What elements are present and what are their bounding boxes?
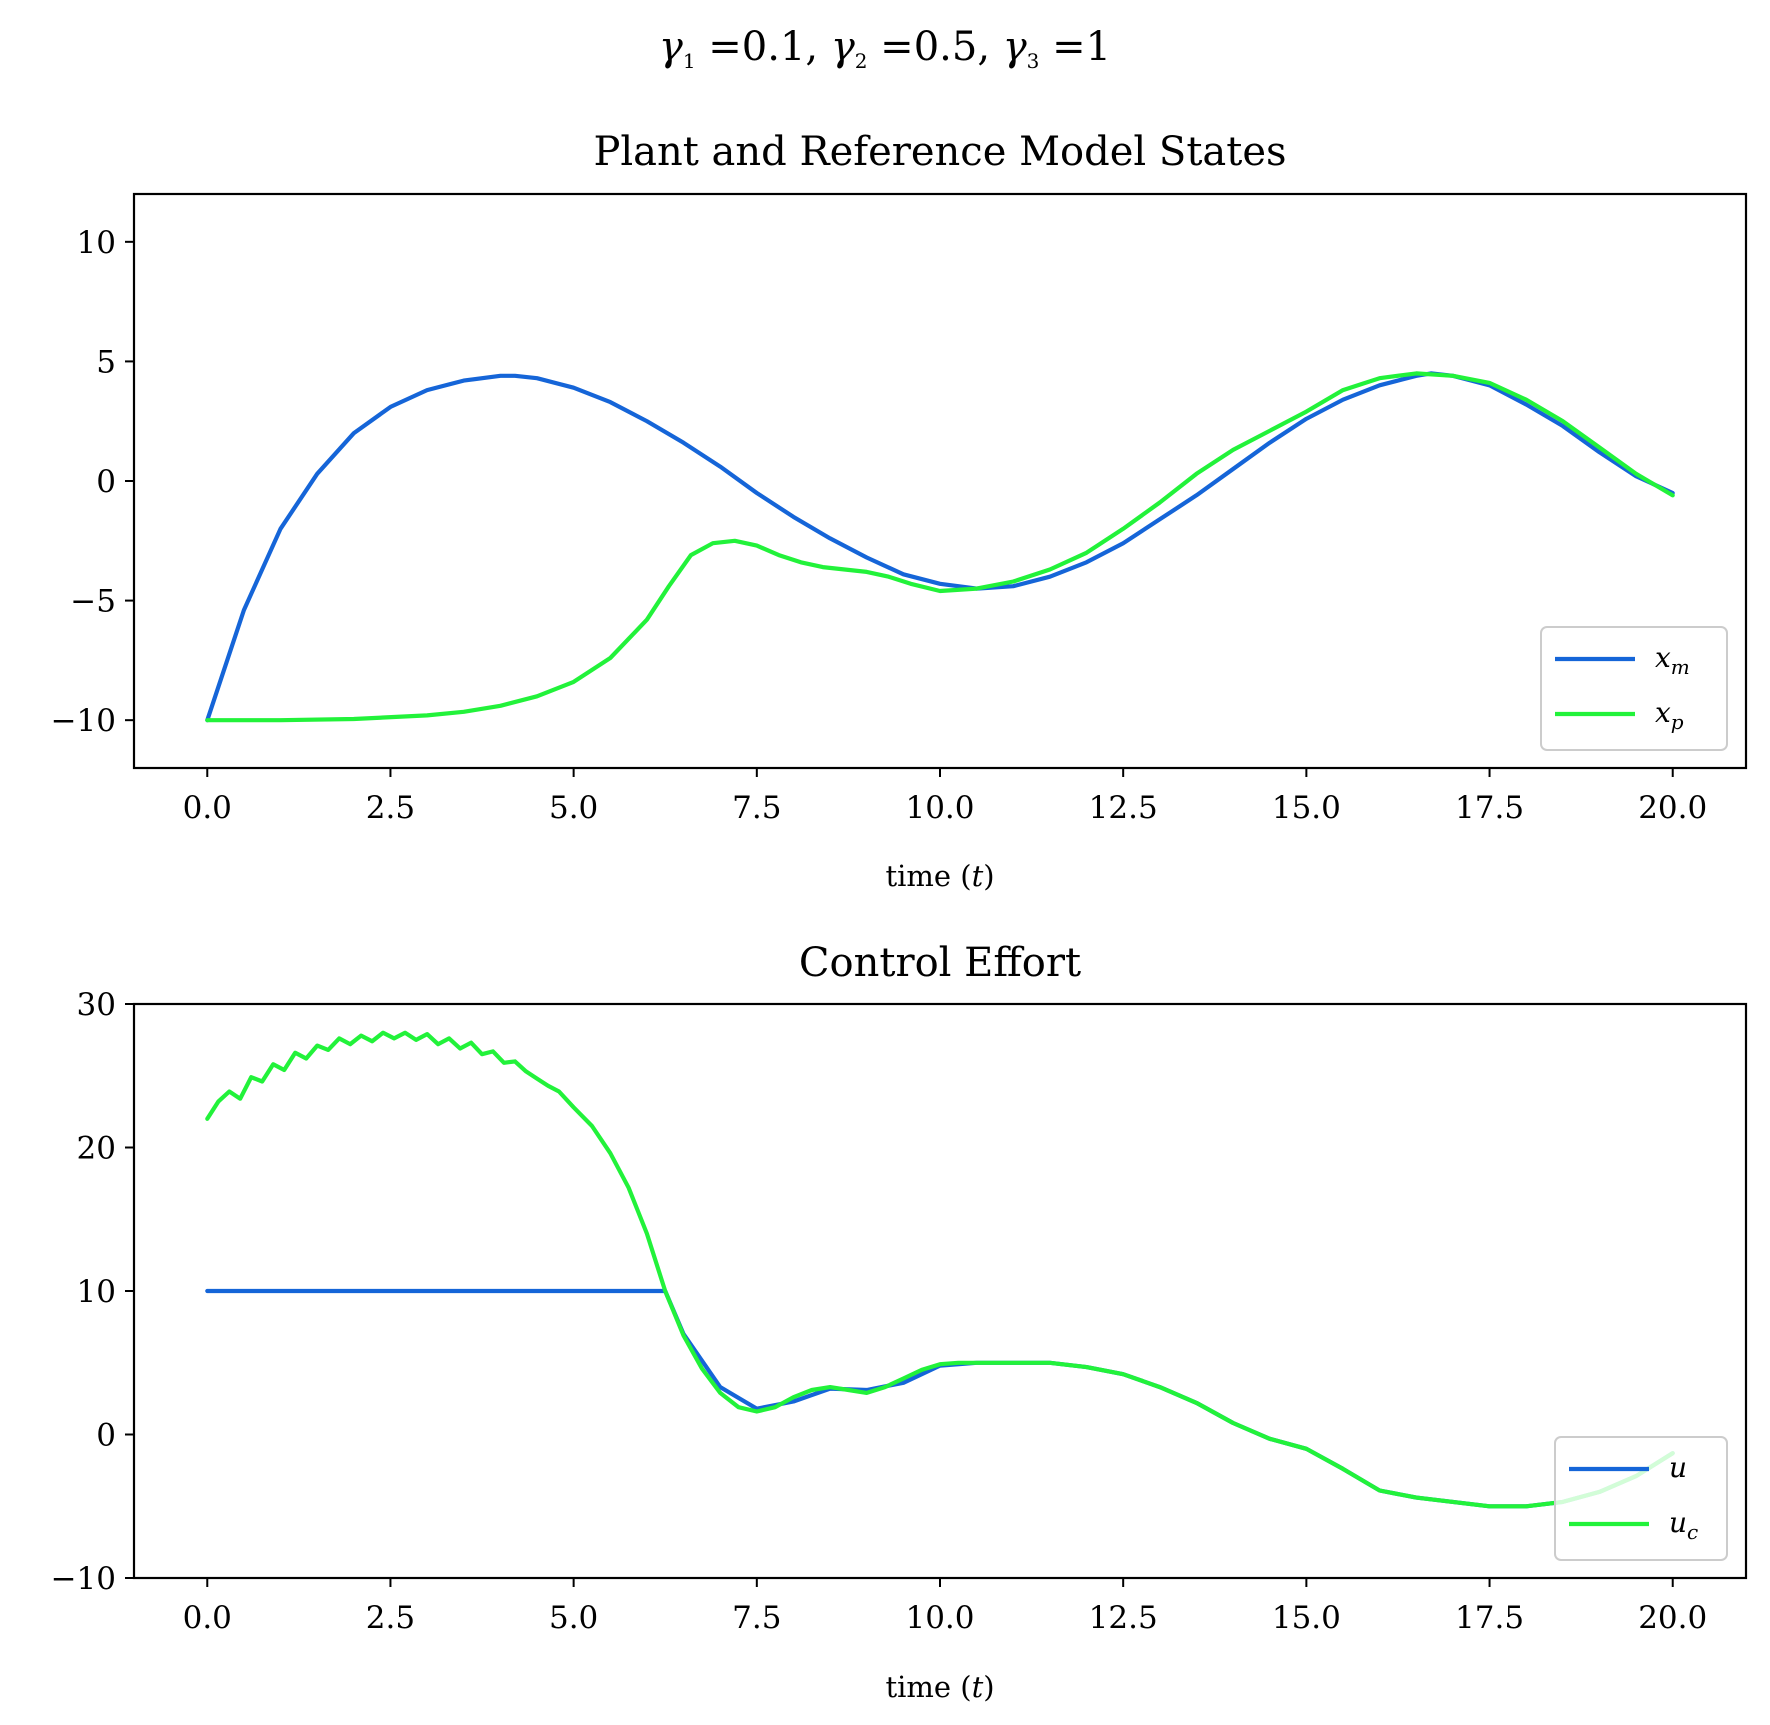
states-series-line-x-m [205, 371, 1675, 723]
states-y-tick-label: −5 [70, 584, 116, 620]
suptitle-gamma-1: γ [659, 24, 683, 70]
suptitle-sub-1: 1 [683, 49, 696, 73]
control-plot: Control Effort 0.0 2.5 5.0 7.5 10.0 12.5 15.0 1… [51, 940, 1748, 1704]
states-x-tick-label: 2.5 [366, 790, 415, 826]
control-plot-title: Control Effort [799, 940, 1081, 986]
control-x-tick-label: 5.0 [549, 1600, 598, 1636]
control-legend-label: uc [1669, 1506, 1698, 1544]
control-y-tick-label: 30 [77, 987, 116, 1023]
states-x-tick-label: 12.5 [1089, 790, 1158, 826]
control-y-tick-label: 20 [77, 1131, 116, 1167]
control-legend: u uc [1554, 1436, 1728, 1561]
control-x-axis-label: time (t) [885, 1670, 994, 1704]
states-series-layer [205, 371, 1675, 723]
control-xlabel-close: ) [983, 1670, 994, 1704]
suptitle-value-2: =0.5, [867, 24, 1002, 70]
control-x-tick-label: 20.0 [1638, 1600, 1707, 1636]
states-x-tick-label: 0.0 [183, 790, 232, 826]
suptitle-value-3: =1 [1039, 24, 1111, 70]
control-y-tick-label: −10 [51, 1561, 116, 1597]
states-y-tick-label: 5 [96, 344, 116, 380]
states-x-tick-label: 17.5 [1455, 790, 1524, 826]
states-x-tick-label: 7.5 [732, 790, 781, 826]
suptitle-gamma-2: γ [831, 24, 855, 70]
control-xlabel-var: t [972, 1670, 984, 1704]
control-axis-layer: 0.0 2.5 5.0 7.5 10.0 12.5 15.0 17.5 20.0 −10 0 10 20… [51, 987, 1748, 1636]
states-series-line-x-p [205, 371, 1675, 723]
control-x-tick-label: 2.5 [366, 1600, 415, 1636]
states-xlabel-main: time ( [885, 859, 971, 893]
states-legend-box [1540, 626, 1728, 751]
suptitle-sub-3: 3 [1027, 49, 1040, 73]
states-x-tick-label: 15.0 [1272, 790, 1341, 826]
control-x-tick-label: 10.0 [905, 1600, 974, 1636]
states-x-tick-label: 5.0 [549, 790, 598, 826]
states-legend-label: xm [1655, 641, 1690, 679]
figure-suptitle: γ1 =0.1, γ2 =0.5, γ3 =1 [659, 24, 1111, 73]
states-y-tick-label: 10 [77, 225, 116, 261]
control-x-tick-label: 17.5 [1455, 1600, 1524, 1636]
states-xlabel-var: t [972, 859, 984, 893]
control-legend-label: u [1669, 1451, 1687, 1484]
control-series-line-u-c [205, 1030, 1675, 1509]
states-plot: Plant and Reference Model States 0.0 2.5 5… [51, 129, 1748, 893]
states-x-tick-label: 20.0 [1638, 790, 1707, 826]
states-axes-frame [132, 192, 1748, 770]
control-x-tick-label: 7.5 [732, 1600, 781, 1636]
control-legend-box [1554, 1436, 1728, 1561]
states-y-tick-label: −10 [51, 703, 116, 739]
states-plot-title: Plant and Reference Model States [593, 129, 1286, 175]
suptitle-gamma-3: γ [1003, 24, 1027, 70]
states-x-axis-label: time (t) [885, 859, 994, 893]
states-axis-layer: 0.0 2.5 5.0 7.5 10.0 12.5 15.0 17.5 20.0 −10 −5 0 5 1… [51, 192, 1748, 826]
control-series-line-u [205, 1288, 1675, 1509]
control-x-tick-label: 15.0 [1272, 1600, 1341, 1636]
states-legend-label: xp [1655, 696, 1684, 734]
control-x-tick-label: 12.5 [1089, 1600, 1158, 1636]
control-x-tick-label: 0.0 [183, 1600, 232, 1636]
states-x-tick-label: 10.0 [905, 790, 974, 826]
control-y-tick-label: 10 [77, 1274, 116, 1310]
suptitle-value-1: =0.1, [696, 24, 831, 70]
control-y-tick-label: 0 [96, 1418, 116, 1454]
control-xlabel-main: time ( [885, 1670, 971, 1704]
states-y-tick-label: 0 [96, 464, 116, 500]
states-xlabel-close: ) [983, 859, 994, 893]
states-legend: xm xp [1540, 626, 1728, 751]
suptitle-sub-2: 2 [855, 49, 868, 73]
control-series-layer [205, 1030, 1675, 1509]
